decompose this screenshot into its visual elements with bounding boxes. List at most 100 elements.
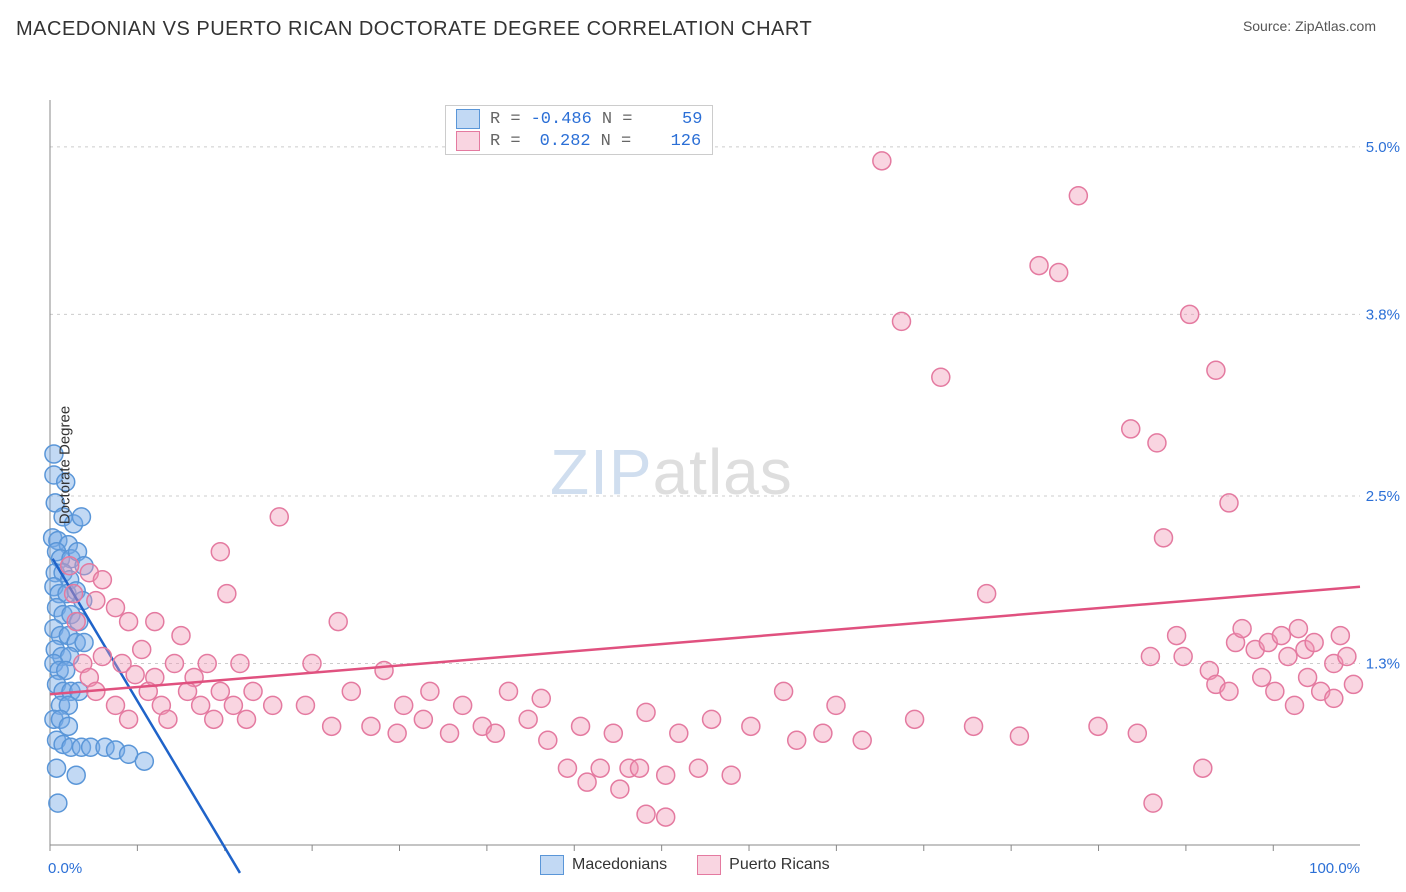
data-point [932, 368, 950, 386]
data-point [1089, 717, 1107, 735]
y-axis-label: Doctorate Degree [57, 406, 74, 524]
data-point [893, 312, 911, 330]
stats-n-value: 126 [641, 132, 701, 151]
data-point [873, 152, 891, 170]
legend-item-1: Macedonians [540, 855, 667, 875]
data-point [107, 696, 125, 714]
data-point [388, 724, 406, 742]
data-point [211, 682, 229, 700]
data-point [1305, 634, 1323, 652]
data-point [591, 759, 609, 777]
data-point [1010, 727, 1028, 745]
stats-swatch [456, 109, 480, 129]
data-point [572, 717, 590, 735]
data-point [264, 696, 282, 714]
data-point [637, 703, 655, 721]
data-point [1344, 675, 1362, 693]
chart-title: MACEDONIAN VS PUERTO RICAN DOCTORATE DEG… [16, 18, 812, 41]
data-point [87, 592, 105, 610]
stats-r-label: R = [490, 110, 521, 129]
data-point [238, 710, 256, 728]
data-point [1030, 257, 1048, 275]
source-prefix: Source: [1243, 18, 1295, 34]
data-point [611, 780, 629, 798]
data-point [48, 759, 66, 777]
data-point [1325, 689, 1343, 707]
data-point [1279, 648, 1297, 666]
legend-swatch-1 [540, 855, 564, 875]
data-point [1141, 648, 1159, 666]
data-point [61, 557, 79, 575]
data-point [172, 627, 190, 645]
data-point [329, 613, 347, 631]
data-point [1253, 668, 1271, 686]
source-link[interactable]: ZipAtlas.com [1295, 18, 1376, 34]
series-legend: Macedonians Puerto Ricans [540, 855, 830, 875]
stats-n-label: N = [601, 132, 632, 151]
data-point [1168, 627, 1186, 645]
chart-header: MACEDONIAN VS PUERTO RICAN DOCTORATE DEG… [0, 0, 1406, 45]
data-point [296, 696, 314, 714]
stats-row: R =-0.486 N =59 [446, 108, 712, 130]
data-point [126, 666, 144, 684]
data-point [192, 696, 210, 714]
data-point [1174, 648, 1192, 666]
data-point [539, 731, 557, 749]
data-point [775, 682, 793, 700]
y-tick-label: 2.5% [1366, 488, 1400, 505]
data-point [67, 766, 85, 784]
data-point [519, 710, 537, 728]
stats-n-label: N = [602, 110, 633, 129]
data-point [578, 773, 596, 791]
data-point [133, 641, 151, 659]
data-point [906, 710, 924, 728]
data-point [558, 759, 576, 777]
data-point [218, 585, 236, 603]
data-point [1299, 668, 1317, 686]
data-point [414, 710, 432, 728]
stats-r-label: R = [490, 132, 521, 151]
data-point [395, 696, 413, 714]
stats-r-value: 0.282 [531, 132, 591, 151]
data-point [1289, 620, 1307, 638]
data-point [1286, 696, 1304, 714]
data-point [827, 696, 845, 714]
y-tick-label: 1.3% [1366, 655, 1400, 672]
data-point [303, 654, 321, 672]
stats-swatch [456, 131, 480, 151]
data-point [532, 689, 550, 707]
data-point [604, 724, 622, 742]
data-point [205, 710, 223, 728]
data-point [631, 759, 649, 777]
data-point [375, 661, 393, 679]
data-point [198, 654, 216, 672]
data-point [421, 682, 439, 700]
data-point [500, 682, 518, 700]
data-point [1155, 529, 1173, 547]
data-point [67, 613, 85, 631]
data-point [742, 717, 760, 735]
data-point [722, 766, 740, 784]
data-point [146, 613, 164, 631]
data-point [978, 585, 996, 603]
data-point [231, 654, 249, 672]
data-point [107, 599, 125, 617]
legend-item-2: Puerto Ricans [697, 855, 830, 875]
data-point [657, 808, 675, 826]
x-tick-label: 0.0% [48, 860, 82, 877]
data-point [120, 613, 138, 631]
data-point [270, 508, 288, 526]
legend-label-1: Macedonians [572, 856, 667, 874]
stats-row: R = 0.282 N = 126 [446, 130, 712, 152]
data-point [1128, 724, 1146, 742]
data-point [135, 752, 153, 770]
data-point [72, 508, 90, 526]
data-point [814, 724, 832, 742]
y-tick-label: 3.8% [1366, 306, 1400, 323]
legend-swatch-2 [697, 855, 721, 875]
data-point [1220, 682, 1238, 700]
data-point [1266, 682, 1284, 700]
data-point [159, 710, 177, 728]
chart-container: Doctorate Degree 1.3%2.5%3.8%5.0%0.0%100… [0, 45, 1406, 885]
data-point [853, 731, 871, 749]
